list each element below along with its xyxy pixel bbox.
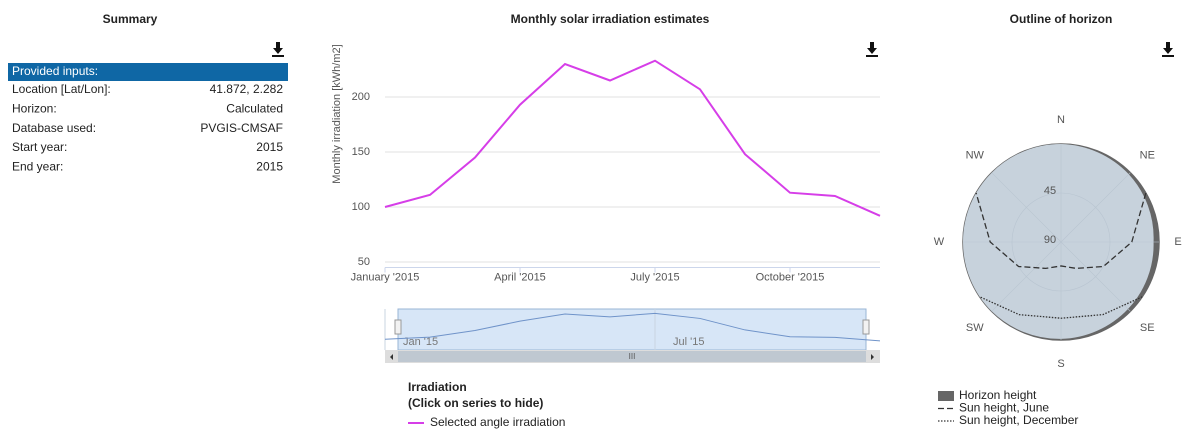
direction-label: E bbox=[1174, 236, 1181, 248]
direction-label: S bbox=[1057, 358, 1064, 370]
series-line bbox=[384, 59, 881, 217]
row-value: 2015 bbox=[256, 140, 283, 154]
grid-ring bbox=[1011, 192, 1111, 292]
legend-swatch bbox=[938, 391, 954, 401]
download-icon[interactable] bbox=[866, 42, 878, 57]
scroll-right[interactable] bbox=[871, 354, 874, 360]
navigator-label: Jul '15 bbox=[673, 336, 704, 348]
chart-title: Monthly solar irradiation estimates bbox=[511, 12, 710, 26]
navigator-line bbox=[384, 312, 881, 342]
x-tick-label: April '2015 bbox=[494, 271, 546, 283]
scrollbar-grip: III bbox=[629, 352, 636, 361]
y-tick-label: 150 bbox=[352, 146, 370, 158]
legend-title: Irradiation bbox=[408, 380, 467, 394]
x-tick-label: October '2015 bbox=[756, 271, 825, 283]
direction-label: W bbox=[934, 236, 945, 248]
r-tick-label: 90 bbox=[1044, 234, 1056, 246]
y-axis-label: Monthly irradiation [kWh/m2] bbox=[331, 44, 343, 183]
navigator-handle[interactable] bbox=[394, 319, 402, 335]
legend-label[interactable]: Selected angle irradiation bbox=[430, 415, 565, 429]
download-icon[interactable] bbox=[272, 42, 284, 57]
legend-label[interactable]: Sun height, December bbox=[959, 413, 1078, 427]
horizon-area bbox=[963, 144, 1154, 339]
scrollbar-thumb[interactable] bbox=[398, 351, 866, 362]
grid-center bbox=[1060, 241, 1062, 243]
r-tick-label: 45 bbox=[1044, 185, 1056, 197]
row-value: PVGIS-CMSAF bbox=[200, 121, 283, 135]
direction-label: SW bbox=[966, 322, 984, 334]
table-header-bg bbox=[8, 63, 288, 81]
row-label: Horizon: bbox=[12, 101, 57, 115]
navigator-handle[interactable] bbox=[862, 319, 870, 335]
sun-path bbox=[979, 296, 1143, 319]
y-tick-label: 50 bbox=[358, 256, 370, 268]
row-label: Start year: bbox=[12, 140, 67, 154]
legend-label[interactable]: Horizon height bbox=[959, 388, 1037, 402]
sun-path bbox=[975, 192, 1147, 270]
navigator-label: Jan '15 bbox=[403, 336, 438, 348]
y-tick-label: 200 bbox=[352, 91, 370, 103]
row-label: Database used: bbox=[12, 121, 96, 135]
x-tick-label: July '2015 bbox=[630, 271, 679, 283]
download-icon[interactable] bbox=[1162, 42, 1174, 57]
y-tick-label: 100 bbox=[352, 201, 370, 213]
x-tick-label: January '2015 bbox=[351, 271, 420, 283]
summary-title: Summary bbox=[103, 12, 158, 26]
row-label: Location [Lat/Lon]: bbox=[12, 82, 111, 96]
table-header: Provided inputs: bbox=[12, 64, 98, 78]
row-label: End year: bbox=[12, 159, 63, 173]
row-value: Calculated bbox=[226, 101, 283, 115]
legend-subtitle: (Click on series to hide) bbox=[408, 396, 543, 410]
row-value: 2015 bbox=[256, 159, 283, 173]
direction-label: NE bbox=[1140, 150, 1155, 162]
chart-title: Outline of horizon bbox=[1010, 12, 1113, 26]
direction-label: NW bbox=[966, 150, 985, 162]
scroll-left[interactable] bbox=[390, 354, 393, 360]
row-value: 41.872, 2.282 bbox=[210, 82, 284, 96]
legend-label[interactable]: Sun height, June bbox=[959, 401, 1049, 415]
direction-label: N bbox=[1057, 114, 1065, 126]
direction-label: SE bbox=[1140, 322, 1155, 334]
